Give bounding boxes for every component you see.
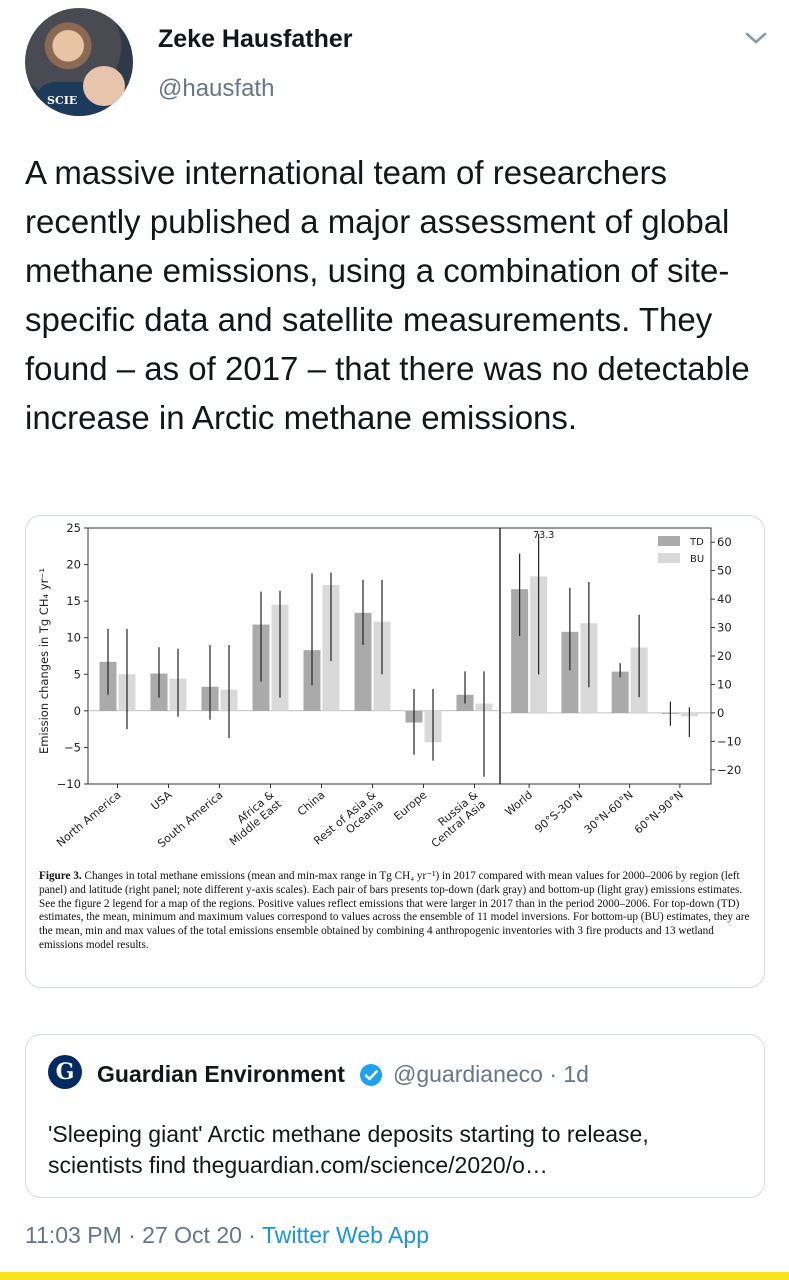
left-y-tick-label: −10: [57, 777, 81, 791]
avatar-shirt-text: SCIE: [47, 94, 78, 107]
chevron-down-icon[interactable]: [742, 24, 770, 52]
tweet-text: A massive international team of research…: [25, 154, 750, 436]
quoted-tweet[interactable]: G Guardian Environment @guardianeco · 1d…: [25, 1034, 765, 1198]
left-y-tick-label: 5: [74, 667, 81, 681]
tweet-timestamp[interactable]: 11:03 PM · 27 Oct 20 ·: [25, 1222, 262, 1248]
author-avatar[interactable]: SCIE: [25, 8, 133, 116]
right-y-tick-label: 0: [717, 706, 724, 720]
left-y-tick-label: 25: [66, 521, 81, 535]
right-y-tick-label: 20: [717, 649, 732, 663]
right-y-tick-label: 50: [717, 564, 732, 578]
author-display-name[interactable]: Zeke Hausfather: [158, 25, 353, 53]
left-y-tick-label: 20: [66, 558, 81, 572]
right-y-tick-label: 60: [717, 535, 732, 549]
tweet-media-image[interactable]: 25 20 15 10 5 0 −5 −10 60 50 40 30 20 10 0 −10 −20 Emissi…: [25, 515, 765, 988]
left-y-tick-label: −5: [64, 740, 81, 754]
bottom-highlight-bar: [0, 1272, 789, 1280]
left-x-tick-label: China: [295, 788, 327, 818]
right-bar-td: [511, 589, 529, 713]
right-annotation-label: 73.3: [533, 530, 554, 541]
left-y-tick-label: 0: [74, 704, 81, 718]
right-x-tick-label: 30°N-60°N: [582, 788, 636, 836]
avatar-baby: [83, 66, 125, 106]
left-bar-td: [354, 612, 372, 711]
legend-swatch-td: [658, 536, 680, 546]
left-y-tick-label: 15: [66, 594, 81, 608]
right-y-tick-label: 10: [717, 677, 732, 691]
legend-label-td: TD: [689, 537, 704, 548]
right-y-tick-label: 30: [717, 621, 732, 635]
right-x-tick-label: 90°S-30°N: [532, 788, 585, 835]
tweet-source-app[interactable]: Twitter Web App: [261, 1222, 429, 1248]
plot-frame: [87, 527, 712, 785]
left-y-axis-label: Emission changes in Tg CH₄ yr⁻¹: [37, 568, 51, 754]
right-y-tick-label: −10: [717, 734, 741, 748]
left-x-tick-label: USA: [149, 788, 175, 813]
left-x-tick-label: North America: [54, 788, 123, 849]
tweet-footer: 11:03 PM · 27 Oct 20 · Twitter Web App: [25, 1222, 429, 1249]
verified-badge-icon: [360, 1064, 382, 1086]
right-y-tick-label: 40: [717, 592, 732, 606]
methane-chart: 2520151050−5−106050403020100−10−20Emissi…: [37, 521, 741, 850]
right-y-tick-label: −20: [717, 763, 741, 777]
right-x-tick-label: 60°N-90°N: [632, 788, 686, 836]
quoted-author-handle: @guardianeco · 1d: [393, 1061, 589, 1087]
left-y-tick-label: 10: [66, 631, 81, 645]
right-bar-td: [561, 631, 579, 713]
left-x-tick-label: Russia &Central Asia: [421, 788, 488, 850]
right-x-tick-label: World: [503, 788, 536, 818]
left-x-tick-label: Europe: [391, 788, 429, 823]
figure-caption-label: Figure 3.: [39, 870, 82, 882]
legend-swatch-bu: [658, 553, 680, 563]
author-handle[interactable]: @hausfath: [158, 75, 275, 102]
guardian-logo-icon: G: [48, 1055, 82, 1089]
left-x-tick-label: Africa &Middle East: [219, 788, 284, 848]
right-bar-td: [611, 671, 629, 713]
quoted-author-name: Guardian Environment: [97, 1061, 345, 1087]
quoted-tweet-text: 'Sleeping giant' Arctic methane deposits…: [48, 1121, 649, 1178]
figure-caption-text: Changes in total methane emissions (mean…: [39, 870, 750, 951]
legend-label-bu: BU: [690, 554, 704, 565]
tweet-header: SCIE Zeke Hausfather @hausfath: [0, 0, 789, 130]
figure-caption: Figure 3. Changes in total methane emiss…: [39, 870, 754, 953]
